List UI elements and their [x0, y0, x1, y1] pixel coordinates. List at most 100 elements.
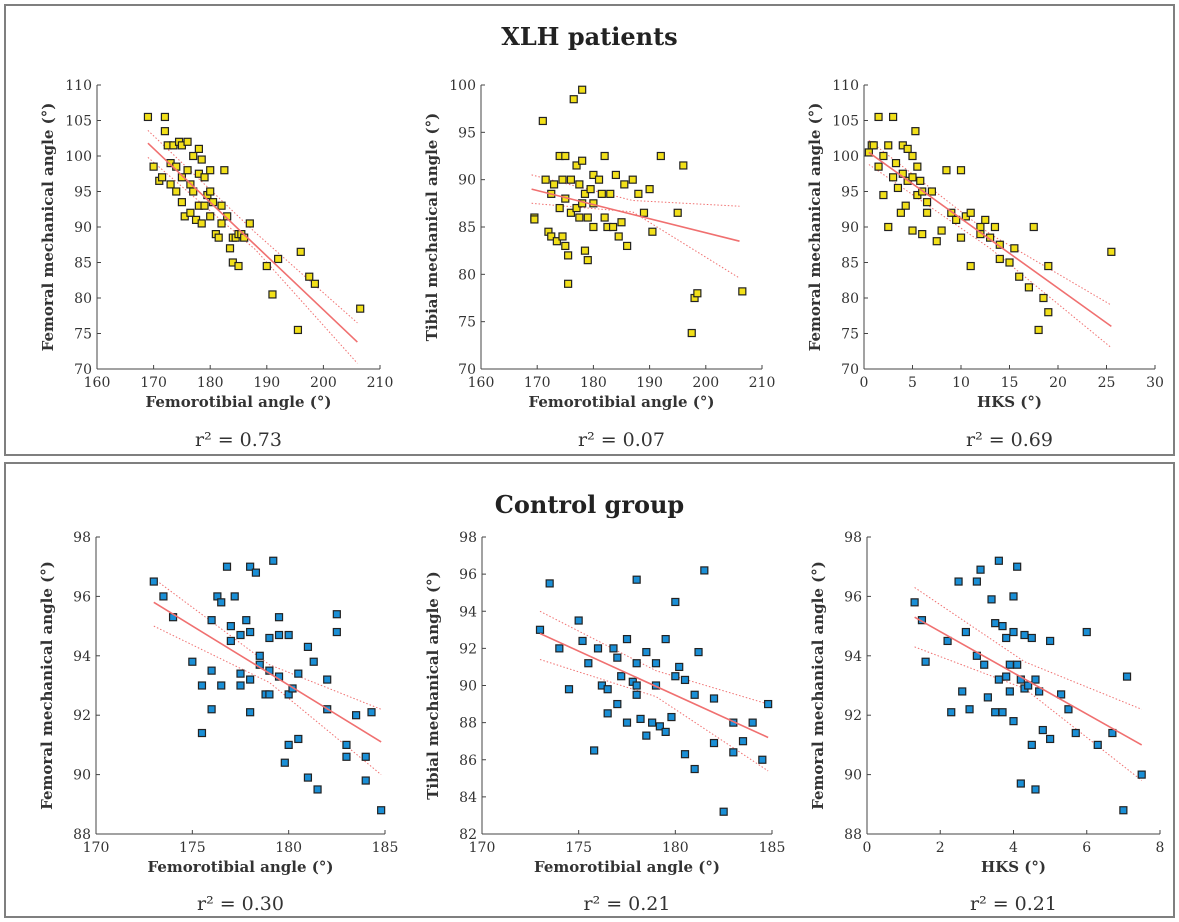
- chart-4-data-point: [246, 708, 255, 717]
- chart-5-ci-lower-line: [539, 659, 769, 772]
- chart-2-data-point: [656, 151, 665, 161]
- chart-4-data-point: [367, 708, 376, 717]
- chart-1-y-tick-label: 90: [74, 220, 92, 236]
- chart-1-y-tick-label: 75: [74, 327, 92, 343]
- chart-3-ci-upper-line: [868, 140, 1112, 306]
- chart-1-data-point: [194, 144, 203, 153]
- chart-3-data-point: [908, 226, 917, 235]
- chart-2-data-point: [561, 241, 570, 251]
- chart-1-data-point: [189, 187, 198, 196]
- chart-1-y-tick-label: 100: [65, 149, 92, 165]
- chart-3-data-point: [888, 112, 898, 122]
- chart-1-data-point: [200, 173, 209, 182]
- chart-1-data-point: [245, 219, 254, 228]
- chart-3-regression-line: [868, 151, 1112, 328]
- chart-2-data-point: [608, 222, 618, 232]
- chart-2-data-point: [566, 175, 576, 184]
- chart-6-data-point: [1031, 675, 1040, 684]
- chart-4-data-point: [207, 616, 216, 625]
- chart-2-data-point: [597, 189, 606, 198]
- chart-2-data-point: [580, 189, 590, 198]
- chart-6-data-point: [1057, 690, 1066, 699]
- chart-4-data-point: [284, 630, 293, 640]
- chart-3-data-point: [874, 162, 883, 171]
- chart-5-data-point: [613, 699, 622, 709]
- chart-2-data-point: [572, 161, 581, 170]
- chart-3-data-point: [913, 162, 922, 171]
- chart-3-data-point: [911, 127, 920, 136]
- chart-4-data-point: [274, 613, 284, 622]
- chart-6-data-point: [1108, 728, 1117, 738]
- chart-4-data-point: [265, 690, 274, 699]
- chart-3-data-point: [1107, 247, 1116, 256]
- chart-1-data-point: [206, 212, 215, 221]
- chart-1-x-tick-label: 200: [310, 375, 337, 391]
- chart-2-data-point: [547, 232, 556, 241]
- chart-3-x-tick-label: 15: [1001, 375, 1019, 391]
- chart-5-data-point: [661, 727, 670, 737]
- chart-4-data-point: [342, 752, 351, 761]
- chart-1-data-point: [225, 244, 235, 253]
- chart-5-ci-upper-line: [539, 610, 769, 705]
- chart-3-data-point: [916, 176, 925, 185]
- chart-5-data-point: [671, 597, 680, 607]
- chart-5-x-tick-label: 180: [662, 840, 689, 856]
- chart-6-data-point: [958, 687, 967, 696]
- chart-4-x-label: Femorotibial angle (°): [148, 858, 334, 876]
- chart-5-y-tick-label: 92: [459, 641, 477, 657]
- chart-5-data-point: [632, 659, 641, 668]
- chart-5-data-point: [671, 672, 680, 681]
- chart-2-data-point: [549, 180, 559, 189]
- chart-5-data-point: [632, 575, 641, 584]
- chart-2-x-tick-label: 210: [749, 375, 776, 391]
- chart-2-data-point: [600, 151, 609, 161]
- chart-5-data-point: [661, 634, 670, 644]
- chart-6-data-point: [1024, 681, 1033, 690]
- chart-6-data-point: [965, 705, 974, 714]
- chart-5-data-point: [613, 653, 622, 662]
- chart-4-data-point: [332, 627, 341, 637]
- chart-6-data-point: [1027, 633, 1036, 643]
- chart-6-data-point: [1013, 562, 1022, 571]
- chart-5-data-point: [622, 634, 632, 644]
- chart-4-data-point: [303, 773, 313, 782]
- chart-6-data-point: [1031, 785, 1040, 794]
- chart-2-y-tick-label: 70: [458, 362, 476, 378]
- chart-2-data-point: [738, 287, 747, 296]
- chart-6-y-tick-label: 94: [844, 649, 862, 665]
- chart-4-ci-upper-line: [153, 578, 382, 710]
- chart-3-x-label: HKS (°): [977, 393, 1042, 411]
- chart-6-y-tick-label: 88: [844, 827, 862, 843]
- chart-3-data-point: [908, 173, 917, 182]
- chart-5-data-point: [574, 616, 583, 625]
- chart-3-data-point: [888, 173, 898, 182]
- chart-3-y-tick-label: 85: [841, 256, 859, 272]
- chart-6-data-point: [1093, 740, 1102, 750]
- chart-3-y-tick-label: 100: [832, 149, 859, 165]
- chart-4-y-tick-label: 88: [73, 827, 91, 843]
- chart-4-data-point: [149, 577, 158, 586]
- chart-4-data-point: [207, 705, 216, 714]
- chart-1-data-point: [293, 325, 303, 335]
- chart-2-x-tick-label: 160: [468, 375, 495, 391]
- chart-4-data-point: [342, 740, 351, 750]
- chart-2-x-tick-label: 190: [636, 375, 663, 391]
- chart-3-data-point: [922, 198, 932, 207]
- chart-4-data-point: [226, 636, 235, 646]
- chart-3-data-point: [966, 261, 975, 271]
- chart-5-x-tick-label: 185: [759, 840, 786, 856]
- chart-4-data-point: [265, 633, 274, 643]
- chart-2-data-point: [583, 213, 592, 222]
- chart-4-y-label: Femoral mechanical angle (°): [38, 561, 56, 810]
- chart-1-data-point: [214, 233, 223, 242]
- chart-2-data-point: [538, 116, 547, 126]
- chart-1-data-point: [200, 201, 209, 210]
- chart-4-y-tick-label: 94: [73, 649, 91, 665]
- chart-3-y-label: Femoral mechanical angle (°): [806, 103, 824, 352]
- chart-2-data-point: [561, 151, 570, 161]
- chart-3-data-point: [976, 222, 985, 232]
- chart-2-data-point: [600, 213, 609, 222]
- chart-6-data-point: [1046, 636, 1055, 646]
- chart-4-data-point: [274, 630, 284, 640]
- xlh-group-title: XLH patients: [501, 22, 678, 51]
